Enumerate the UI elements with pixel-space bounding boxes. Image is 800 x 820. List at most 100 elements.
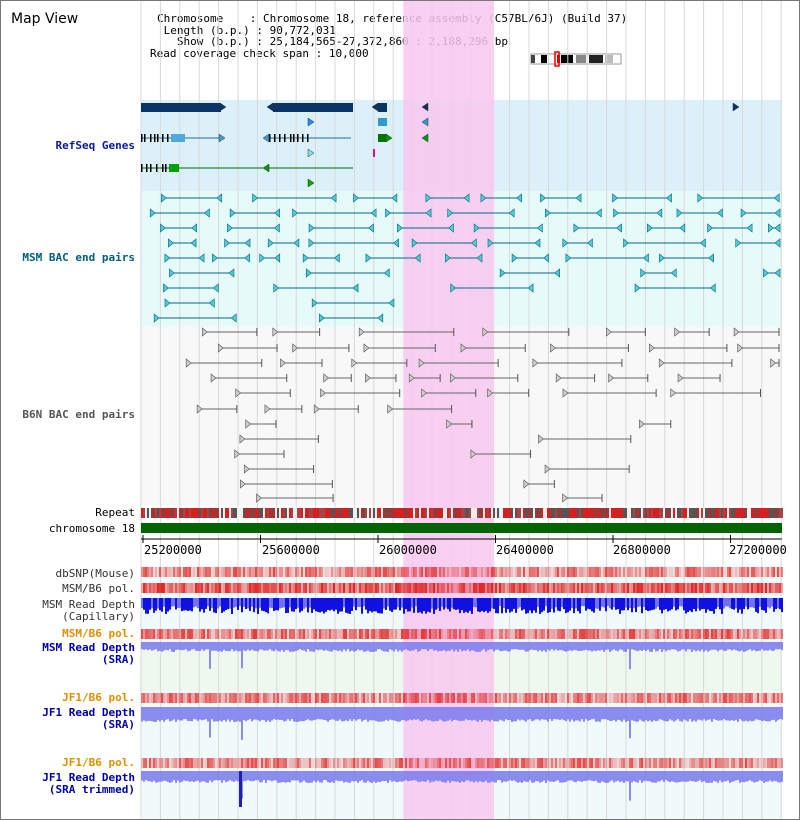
b6n-bac-pair-end	[196, 404, 203, 414]
polymorphism-density	[745, 583, 747, 593]
read-depth-bar	[193, 707, 195, 720]
repeat-element	[377, 508, 379, 518]
polymorphism-density	[547, 629, 549, 639]
msm-bac-pair-end	[697, 193, 704, 203]
polymorphism-density	[409, 758, 411, 768]
polymorphism-density	[613, 583, 615, 593]
polymorphism-density	[679, 758, 681, 768]
polymorphism-density	[543, 629, 545, 639]
repeat-element	[323, 508, 325, 518]
polymorphism-density	[355, 758, 357, 768]
polymorphism-density	[433, 758, 435, 768]
polymorphism-density	[159, 629, 161, 639]
polymorphism-density	[219, 567, 221, 577]
polymorphism-density	[671, 567, 673, 577]
exon	[162, 134, 164, 142]
read-depth-bar	[153, 707, 155, 722]
read-depth-bar	[243, 771, 245, 782]
read-depth-bar	[379, 642, 381, 650]
read-depth-bar	[739, 642, 741, 652]
read-depth-bar	[353, 642, 355, 652]
msm-bac-pair-end	[499, 268, 506, 278]
polymorphism-density	[763, 693, 765, 703]
polymorphism-density	[479, 758, 481, 768]
polymorphism-density	[739, 583, 741, 593]
polymorphism-density	[719, 567, 721, 577]
polymorphism-density	[381, 758, 383, 768]
repeat-element	[275, 508, 277, 518]
read-depth-bar	[361, 771, 363, 781]
polymorphism-density	[747, 583, 749, 593]
polymorphism-density	[771, 629, 773, 639]
read-depth-bar	[447, 771, 449, 781]
read-depth-bar	[267, 707, 269, 721]
polymorphism-density	[411, 583, 413, 593]
read-depth-bar	[623, 771, 625, 783]
read-depth-bar	[439, 707, 441, 720]
read-depth-bar	[519, 707, 521, 721]
read-depth-bar	[581, 598, 583, 607]
polymorphism-density	[411, 758, 413, 768]
read-depth-bar	[189, 771, 191, 782]
polymorphism-density	[421, 758, 423, 768]
polymorphism-density	[587, 758, 589, 768]
polymorphism-density	[395, 583, 397, 593]
polymorphism-density	[375, 567, 377, 577]
read-depth-bar	[455, 642, 457, 650]
read-depth-bar	[271, 642, 273, 651]
polymorphism-density	[751, 629, 753, 639]
read-depth-bar	[437, 707, 439, 722]
polymorphism-density	[553, 758, 555, 768]
read-depth-bar	[213, 707, 215, 722]
polymorphism-density	[743, 693, 745, 703]
msm-bac-pair-end	[274, 253, 281, 263]
read-depth-bar	[363, 642, 365, 652]
read-depth-bar	[211, 598, 213, 609]
polymorphism-density	[517, 693, 519, 703]
polymorphism-density	[761, 567, 763, 577]
read-depth-bar	[361, 707, 363, 722]
read-depth-bar	[611, 707, 613, 721]
polymorphism-density	[247, 583, 249, 593]
read-depth-bar	[403, 771, 405, 782]
read-depth-bar	[659, 707, 661, 720]
repeat-element	[383, 508, 385, 518]
polymorphism-density	[225, 693, 227, 703]
read-depth-bar	[765, 771, 767, 782]
repeat-element	[601, 508, 603, 518]
b6n-bac-pair-end	[280, 358, 286, 368]
read-depth-bar	[423, 598, 425, 612]
polymorphism-density	[349, 629, 351, 639]
read-depth-bar	[349, 642, 351, 652]
polymorphism-density	[447, 567, 449, 577]
read-depth-bar	[553, 598, 555, 613]
repeat-element	[185, 508, 187, 518]
read-depth-bar	[693, 642, 695, 650]
polymorphism-density	[403, 567, 405, 577]
read-depth-bar	[385, 598, 387, 610]
polymorphism-density	[187, 583, 189, 593]
polymorphism-density	[219, 758, 221, 768]
polymorphism-density	[219, 693, 221, 703]
polymorphism-density	[215, 758, 217, 768]
repeat-element	[717, 508, 719, 518]
read-depth-bar	[433, 642, 435, 651]
read-depth-bar	[219, 642, 221, 652]
polymorphism-density	[327, 758, 329, 768]
polymorphism-density	[643, 629, 645, 639]
polymorphism-density	[211, 693, 213, 703]
polymorphism-density	[271, 583, 273, 593]
polymorphism-density	[553, 583, 555, 593]
polymorphism-density	[767, 629, 769, 639]
polymorphism-density	[577, 758, 579, 768]
polymorphism-density	[267, 629, 269, 639]
read-depth-bar	[395, 771, 397, 782]
polymorphism-density	[733, 583, 735, 593]
polymorphism-density	[183, 567, 185, 577]
polymorphism-density	[197, 567, 199, 577]
polymorphism-density	[417, 629, 419, 639]
read-depth-bar	[697, 642, 699, 651]
polymorphism-density	[253, 758, 255, 768]
polymorphism-density	[769, 693, 771, 703]
